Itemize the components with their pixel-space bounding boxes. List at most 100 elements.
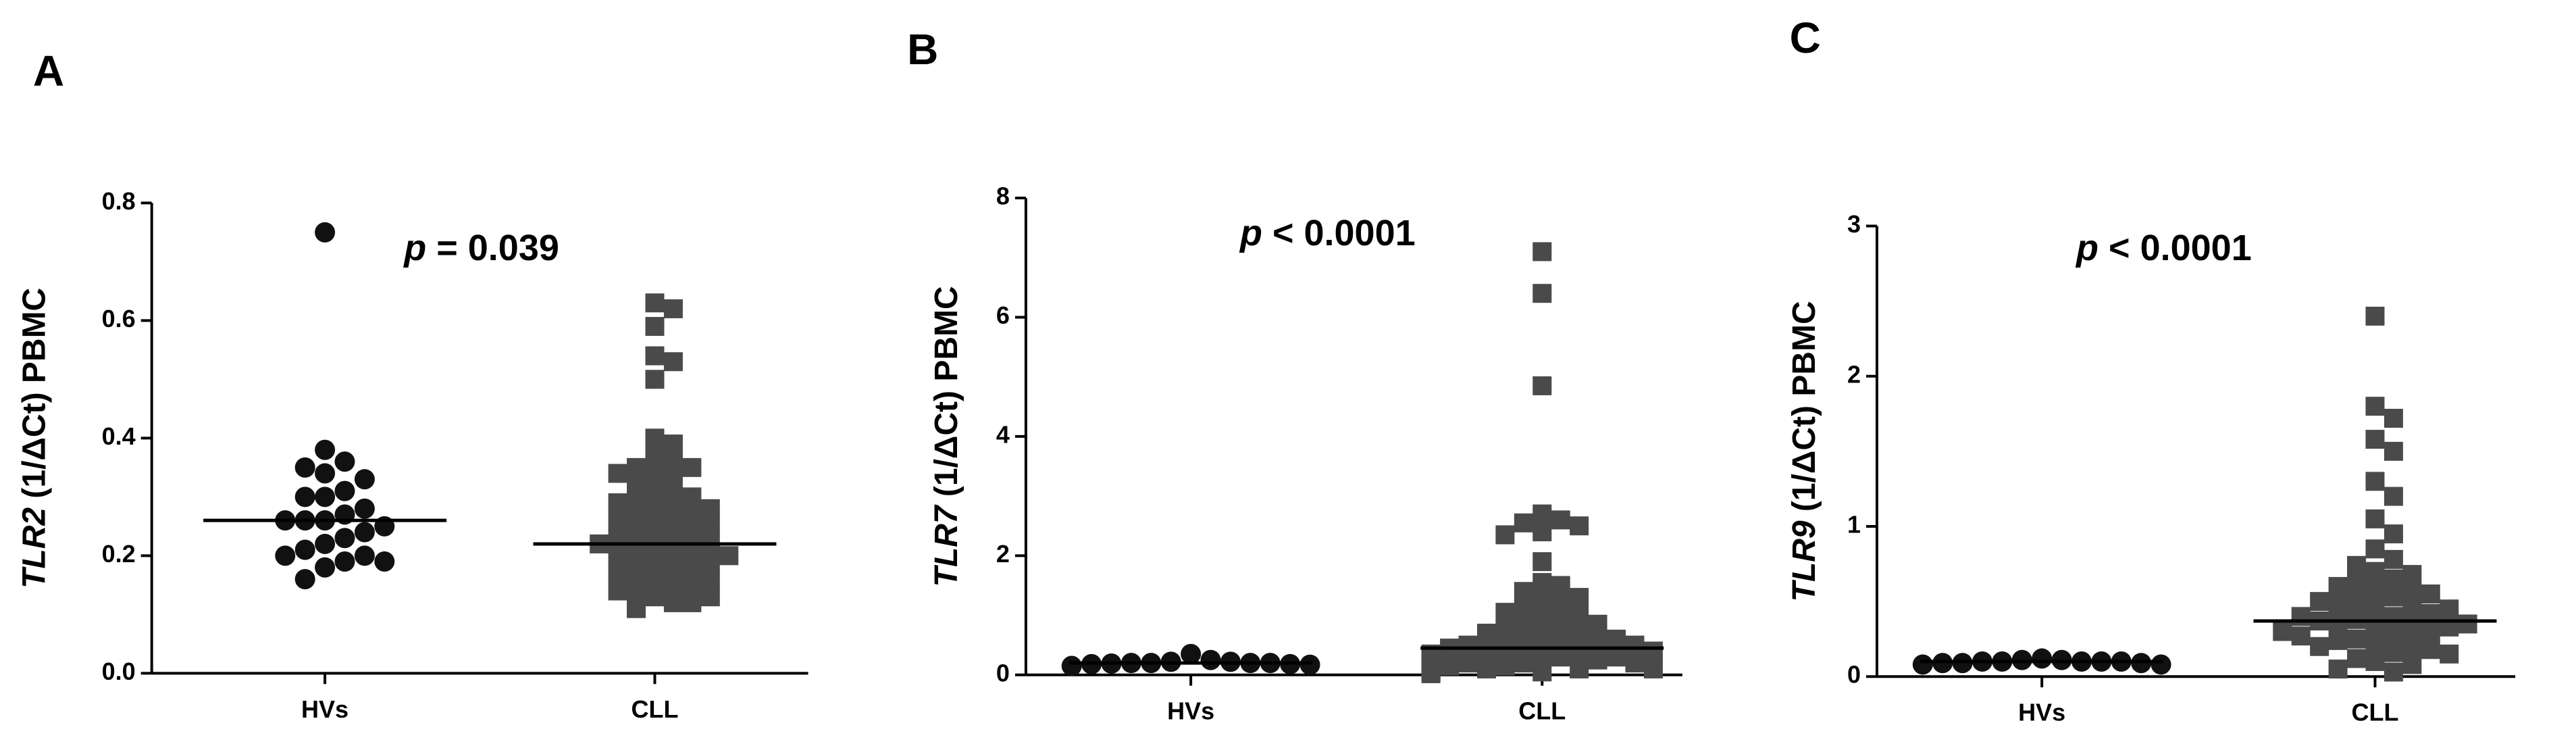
data-point bbox=[2347, 592, 2367, 612]
data-point bbox=[334, 551, 355, 572]
data-point bbox=[2365, 562, 2385, 581]
data-point bbox=[608, 546, 627, 566]
data-point bbox=[1458, 653, 1478, 673]
data-point bbox=[2328, 660, 2348, 679]
data-point bbox=[645, 428, 665, 448]
data-point bbox=[315, 463, 336, 484]
y-tick-label: 3 bbox=[1847, 210, 1861, 238]
p-symbol: p bbox=[1239, 213, 1262, 253]
data-point bbox=[2273, 622, 2292, 641]
data-point bbox=[682, 457, 702, 477]
x-tick-label: CLL bbox=[631, 695, 678, 723]
data-point bbox=[1588, 650, 1607, 670]
data-point bbox=[645, 499, 665, 518]
data-point bbox=[2440, 599, 2459, 619]
data-point bbox=[1299, 654, 1320, 675]
data-point bbox=[1532, 552, 1552, 572]
data-point bbox=[663, 352, 683, 372]
panel-label: B bbox=[907, 25, 938, 74]
data-point bbox=[608, 581, 627, 601]
data-point bbox=[2365, 539, 2385, 559]
data-point bbox=[608, 511, 627, 530]
data-point bbox=[354, 545, 375, 566]
data-point bbox=[645, 587, 665, 607]
data-point bbox=[1532, 376, 1552, 395]
data-point bbox=[294, 569, 315, 590]
data-point bbox=[627, 511, 646, 530]
data-point bbox=[700, 570, 720, 589]
data-point bbox=[682, 522, 702, 542]
y-tick-label: 8 bbox=[996, 182, 1010, 210]
data-point bbox=[663, 487, 683, 507]
y-axis-label-unit: (1/ΔCt) PBMC bbox=[16, 288, 52, 507]
data-point bbox=[354, 469, 375, 490]
data-point bbox=[1551, 510, 1570, 530]
data-point bbox=[2365, 509, 2385, 528]
data-point bbox=[1532, 522, 1552, 542]
y-axis-label-gene: TLR7 bbox=[929, 504, 964, 587]
data-point bbox=[334, 480, 355, 501]
data-point bbox=[2347, 649, 2367, 668]
data-point bbox=[1551, 593, 1570, 613]
data-point bbox=[1643, 659, 1663, 678]
y-axis-label: TLR2 (1/ΔCt) PBMC bbox=[16, 288, 52, 589]
data-point bbox=[2384, 524, 2403, 544]
data-point bbox=[315, 439, 336, 460]
data-point bbox=[1476, 624, 1496, 643]
p-symbol: p bbox=[2075, 228, 2098, 268]
x-tick-label: CLL bbox=[1518, 697, 1566, 724]
data-point bbox=[663, 575, 683, 595]
data-point bbox=[2150, 654, 2171, 675]
data-point bbox=[627, 457, 646, 477]
data-point bbox=[1532, 662, 1552, 682]
data-point bbox=[663, 505, 683, 524]
data-point bbox=[1061, 655, 1082, 676]
data-point bbox=[1532, 608, 1552, 628]
data-point bbox=[719, 546, 739, 566]
y-tick-label: 0.4 bbox=[102, 422, 136, 450]
data-point bbox=[663, 299, 683, 318]
data-point bbox=[627, 599, 646, 618]
data-point bbox=[1551, 647, 1570, 667]
data-point bbox=[2384, 441, 2403, 461]
data-point bbox=[682, 505, 702, 524]
data-point bbox=[608, 564, 627, 583]
data-point bbox=[2365, 472, 2385, 491]
y-tick-label: 0 bbox=[996, 659, 1010, 687]
data-point bbox=[1532, 591, 1552, 610]
data-point bbox=[2365, 306, 2385, 326]
data-point bbox=[2384, 549, 2403, 569]
data-point bbox=[1588, 614, 1607, 634]
data-point bbox=[627, 581, 646, 601]
data-point bbox=[2365, 580, 2385, 599]
data-point bbox=[1532, 626, 1552, 646]
data-point bbox=[2347, 555, 2367, 575]
data-point bbox=[645, 552, 665, 572]
data-point bbox=[275, 545, 296, 566]
data-point bbox=[682, 557, 702, 577]
data-point bbox=[1495, 525, 1515, 545]
data-point bbox=[2347, 629, 2367, 649]
data-point bbox=[2421, 584, 2440, 603]
data-point bbox=[1514, 653, 1533, 673]
data-point bbox=[294, 487, 315, 507]
data-point bbox=[1607, 647, 1626, 667]
data-point bbox=[1495, 620, 1515, 640]
data-point bbox=[627, 546, 646, 566]
data-point bbox=[1200, 649, 1221, 670]
data-point bbox=[663, 452, 683, 472]
data-point bbox=[2328, 576, 2348, 596]
data-point bbox=[2402, 582, 2422, 602]
data-point bbox=[645, 481, 665, 501]
p-value: p = 0.039 bbox=[403, 228, 559, 268]
p-value: p < 0.0001 bbox=[1239, 213, 1416, 253]
data-point bbox=[1625, 635, 1645, 655]
data-point bbox=[2328, 630, 2348, 650]
p-text: < 0.0001 bbox=[1262, 213, 1416, 253]
data-point bbox=[1495, 603, 1515, 622]
p-text: = 0.039 bbox=[426, 228, 559, 268]
data-point bbox=[645, 346, 665, 366]
y-axis-label-gene: TLR2 bbox=[16, 507, 52, 589]
data-point bbox=[2384, 607, 2403, 626]
